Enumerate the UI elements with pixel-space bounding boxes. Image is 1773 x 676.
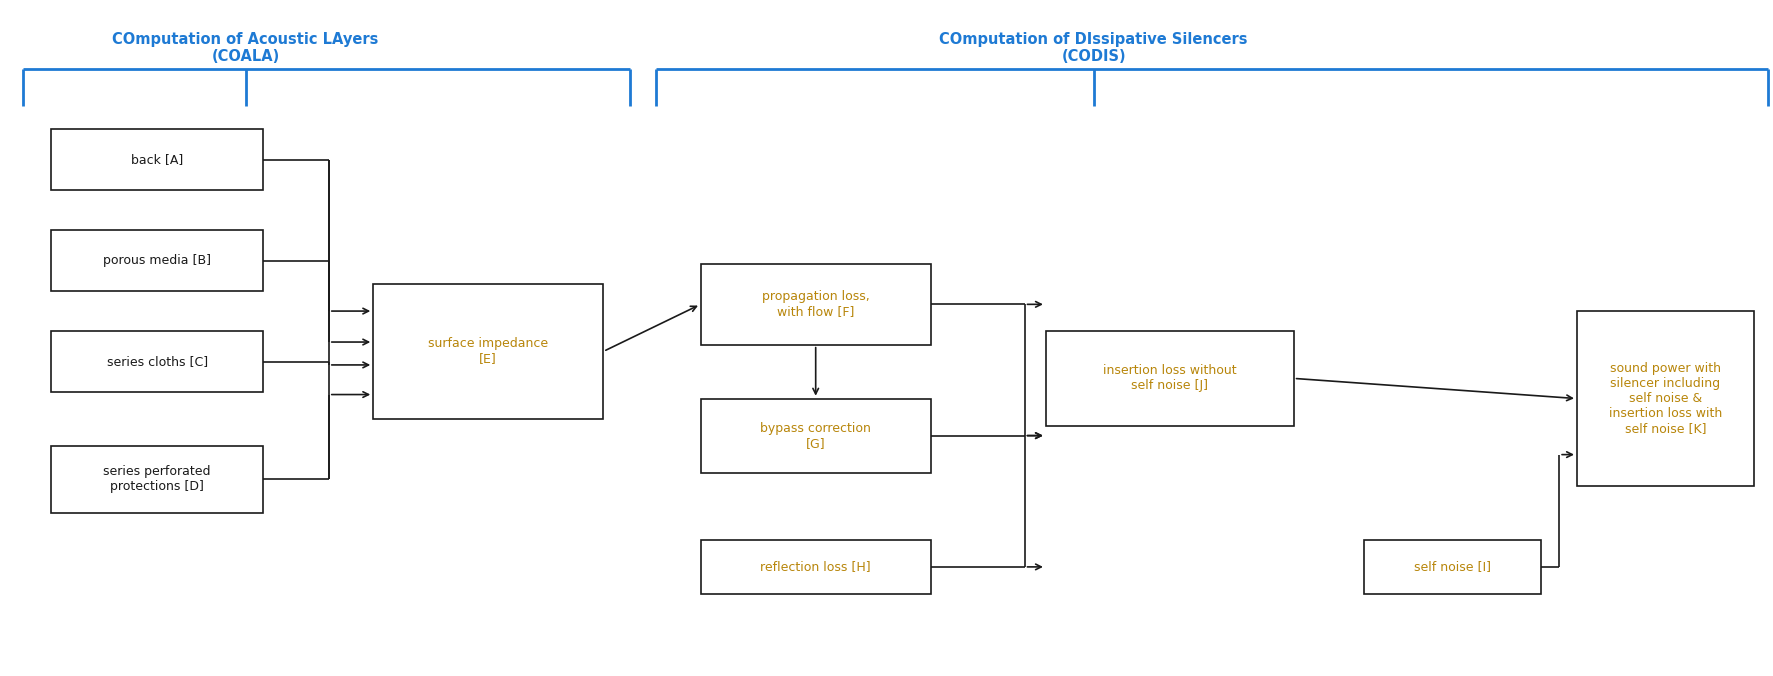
Text: self noise [I]: self noise [I] xyxy=(1415,560,1491,573)
Bar xyxy=(51,331,264,392)
Bar xyxy=(372,284,603,419)
Bar xyxy=(51,231,264,291)
Text: COmputation of DIssipative Silencers
(CODIS): COmputation of DIssipative Silencers (CO… xyxy=(940,32,1248,64)
Text: propagation loss,
with flow [F]: propagation loss, with flow [F] xyxy=(762,290,869,318)
Bar xyxy=(1576,311,1753,486)
Text: surface impedance
[E]: surface impedance [E] xyxy=(427,337,548,366)
Bar xyxy=(1365,540,1541,594)
Bar xyxy=(51,129,264,190)
Bar xyxy=(700,540,931,594)
Bar xyxy=(700,264,931,345)
Text: series cloths [C]: series cloths [C] xyxy=(106,355,207,368)
Text: sound power with
silencer including
self noise &
insertion loss with
self noise : sound power with silencer including self… xyxy=(1608,362,1722,435)
Text: back [A]: back [A] xyxy=(131,153,183,166)
Text: reflection loss [H]: reflection loss [H] xyxy=(761,560,871,573)
Text: series perforated
protections [D]: series perforated protections [D] xyxy=(103,465,211,493)
Text: bypass correction
[G]: bypass correction [G] xyxy=(761,422,871,450)
Text: porous media [B]: porous media [B] xyxy=(103,254,211,267)
Bar xyxy=(700,399,931,473)
Bar xyxy=(1046,331,1294,425)
Bar xyxy=(51,445,264,513)
Text: COmputation of Acoustic LAyers
(COALA): COmputation of Acoustic LAyers (COALA) xyxy=(112,32,379,64)
Text: insertion loss without
self noise [J]: insertion loss without self noise [J] xyxy=(1103,364,1236,392)
